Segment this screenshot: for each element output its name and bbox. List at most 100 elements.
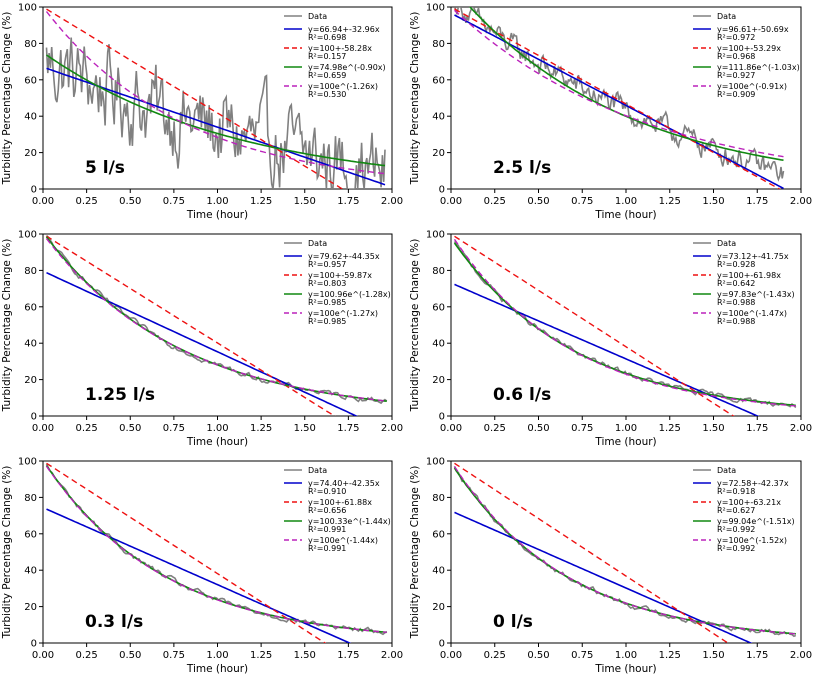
x-tick-label: 1.50 [294, 650, 316, 661]
y-tick-label: 60 [432, 75, 445, 86]
legend-entry: y=79.62+-44.35x [308, 252, 380, 261]
y-tick-label: 60 [24, 529, 37, 540]
x-axis-label: Time (hour) [594, 209, 656, 221]
chart-panel-2: 0.00 0.25 0.50 0.75 1.00 1.25 1.50 1.75 2.00 0 20 4… [409, 3, 812, 222]
y-tick-label: 80 [24, 493, 37, 504]
x-tick-label: 1.75 [337, 423, 359, 434]
x-tick-label: 1.50 [294, 196, 316, 207]
x-tick-label: 1.00 [615, 423, 637, 434]
legend-r2: R²=0.957 [308, 260, 346, 269]
x-tick-label: 1.25 [659, 423, 681, 434]
y-tick-label: 40 [432, 339, 445, 350]
legend-r2: R²=0.642 [717, 279, 755, 288]
chart-panel-3: 0.00 0.25 0.50 0.75 1.00 1.25 1.50 1.75 2.00 0 20 4… [1, 230, 403, 449]
legend-entry: y=99.04e^(-1.51x) [717, 517, 795, 526]
y-tick-label: 100 [18, 3, 37, 14]
y-axis-label: Turbidity Percentage Change (%) [409, 12, 421, 186]
legend-entry: y=72.58+-42.37x [717, 479, 789, 488]
chart-panel-4: 0.00 0.25 0.50 0.75 1.00 1.25 1.50 1.75 2.00 0 20 4… [409, 230, 812, 449]
x-tick-label: 1.00 [615, 196, 637, 207]
legend-entry: y=100+-61.88x [308, 498, 372, 507]
legend-r2: R²=0.985 [308, 317, 346, 326]
x-tick-label: 0.50 [527, 423, 549, 434]
panel-label: 1.25 l/s [85, 385, 155, 405]
y-tick-label: 100 [426, 457, 445, 468]
x-tick-label: 0.50 [119, 650, 141, 661]
y-tick-label: 40 [24, 112, 37, 123]
x-tick-label: 1.75 [337, 196, 359, 207]
x-tick-label: 0.25 [75, 650, 97, 661]
y-tick-label: 40 [24, 566, 37, 577]
legend-r2: R²=0.910 [308, 487, 346, 496]
series-line-linear-fixed [454, 235, 735, 416]
legend-r2: R²=0.988 [717, 317, 755, 326]
x-tick-label: 0.75 [571, 650, 593, 661]
legend-entry: y=100+-61.98x [717, 271, 781, 280]
x-tick-label: 1.25 [659, 650, 681, 661]
x-tick-label: 1.25 [250, 196, 272, 207]
y-tick-label: 0 [439, 639, 445, 650]
legend-r2: R²=0.991 [308, 544, 346, 553]
series-line-exp-fixed [454, 9, 784, 158]
legend-r2: R²=0.698 [308, 33, 346, 42]
x-tick-label: 0.75 [571, 423, 593, 434]
panel-label: 0.3 l/s [85, 612, 143, 632]
series-line-exp-fixed [453, 466, 796, 635]
x-axis-label: Time (hour) [186, 209, 248, 221]
series-line-linear-fixed [46, 462, 327, 643]
legend-r2: R²=0.909 [717, 90, 755, 99]
series-line-linear [454, 511, 753, 643]
legend-entry: Data [308, 12, 327, 21]
legend-r2: R²=0.985 [308, 298, 346, 307]
x-tick-label: 2.00 [790, 423, 812, 434]
legend-r2: R²=0.992 [717, 544, 755, 553]
legend-r2: R²=0.972 [717, 33, 755, 42]
series-line-exp-fixed [45, 11, 386, 175]
legend-entry: Data [717, 466, 736, 475]
y-axis-label: Turbidity Percentage Change (%) [1, 12, 13, 186]
x-axis-label: Time (hour) [186, 663, 248, 675]
legend-entry: y=96.61+-50.69x [717, 25, 789, 34]
x-tick-label: 0.75 [163, 423, 185, 434]
x-tick-label: 1.50 [702, 650, 724, 661]
y-tick-label: 20 [24, 602, 37, 613]
x-axis-label: Time (hour) [186, 436, 248, 448]
y-tick-label: 100 [426, 3, 445, 14]
legend-entry: y=100e^(-1.47x) [717, 309, 787, 318]
y-tick-label: 60 [24, 75, 37, 86]
y-tick-label: 20 [432, 602, 445, 613]
y-tick-label: 100 [18, 457, 37, 468]
panel-label: 2.5 l/s [493, 158, 551, 178]
y-tick-label: 20 [24, 148, 37, 159]
x-tick-label: 1.50 [702, 423, 724, 434]
legend-entry: y=74.40+-42.35x [308, 479, 380, 488]
legend-entry: y=100e^(-0.91x) [717, 82, 787, 91]
y-tick-label: 0 [31, 639, 37, 650]
x-tick-label: 1.00 [206, 196, 228, 207]
y-tick-label: 0 [439, 185, 445, 196]
legend-entry: y=100+-63.21x [717, 498, 781, 507]
legend-entry: Data [308, 466, 327, 475]
x-tick-label: 0.25 [484, 650, 506, 661]
y-tick-label: 80 [432, 493, 445, 504]
series-line-exp-fixed [45, 465, 387, 633]
y-tick-label: 60 [24, 302, 37, 313]
x-tick-label: 1.75 [746, 196, 768, 207]
x-tick-label: 0.00 [32, 650, 54, 661]
chart-panel-6: 0.00 0.25 0.50 0.75 1.00 1.25 1.50 1.75 2.00 0 20 4… [409, 457, 812, 676]
chart-panel-1: 0.00 0.25 0.50 0.75 1.00 1.25 1.50 1.75 2.00 0 20 4… [1, 3, 403, 222]
panel-label: 5 l/s [85, 158, 125, 178]
legend-entry: Data [308, 239, 327, 248]
legend-entry: y=100e^(-1.44x) [308, 536, 378, 545]
y-tick-label: 20 [432, 375, 445, 386]
series-line-linear-fixed [46, 235, 336, 416]
chart-panel-5: 0.00 0.25 0.50 0.75 1.00 1.25 1.50 1.75 2.00 0 20 4… [1, 457, 403, 676]
x-tick-label: 0.00 [440, 196, 462, 207]
x-tick-label: 0.00 [440, 650, 462, 661]
y-tick-label: 80 [24, 39, 37, 50]
x-tick-label: 1.25 [250, 650, 272, 661]
x-tick-label: 2.00 [790, 650, 812, 661]
